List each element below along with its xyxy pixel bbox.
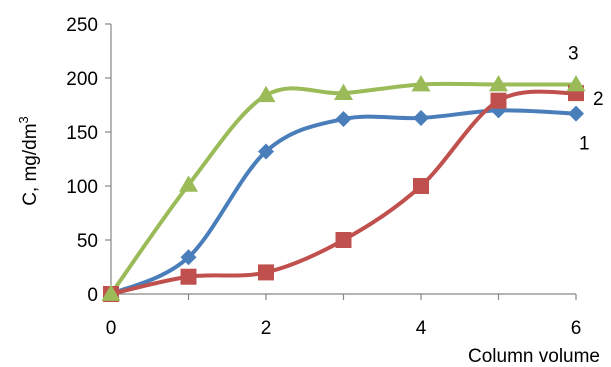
y-tick-label: 50 bbox=[77, 231, 98, 252]
series-2-marker bbox=[335, 232, 352, 248]
series-2-marker bbox=[258, 264, 274, 281]
series-3-marker bbox=[256, 85, 276, 103]
series-2-marker bbox=[490, 92, 507, 109]
series-3-marker bbox=[334, 83, 353, 100]
x-tick-label: 0 bbox=[106, 318, 117, 339]
series-label-2: 2 bbox=[593, 89, 604, 110]
x-tick-label: 4 bbox=[416, 318, 427, 339]
series-2-marker bbox=[180, 268, 197, 285]
series-1-marker bbox=[180, 249, 197, 266]
y-tick-label: 250 bbox=[66, 15, 98, 36]
series-3-marker bbox=[101, 284, 121, 301]
series-3-marker bbox=[566, 74, 586, 92]
x-axis-label: Column volume bbox=[468, 346, 600, 367]
series-line-1 bbox=[109, 108, 578, 296]
y-axis-label: C, mg/dm3 bbox=[16, 116, 41, 206]
series-1-marker bbox=[568, 105, 584, 122]
y-axis-label-text: C, mg/dm bbox=[20, 123, 41, 205]
y-tick-label: 200 bbox=[66, 69, 98, 90]
series-label-3: 3 bbox=[568, 43, 579, 64]
series-1-marker bbox=[258, 143, 274, 160]
series-markers bbox=[101, 74, 586, 302]
tick-group: 0 50 100 150 200 250 0 2 4 6 bbox=[66, 15, 581, 339]
series-labels: 1 2 3 bbox=[568, 43, 604, 154]
x-tick-label: 6 bbox=[571, 318, 582, 339]
series-2-marker bbox=[413, 178, 429, 194]
y-tick-label: 100 bbox=[66, 177, 98, 198]
y-tick-label: 150 bbox=[66, 123, 98, 144]
series-1-marker bbox=[335, 111, 352, 128]
series-3-marker bbox=[179, 175, 198, 192]
y-axis-label-superscript: 3 bbox=[16, 116, 31, 123]
series-label-1: 1 bbox=[579, 134, 590, 155]
series-1-marker bbox=[413, 109, 429, 126]
x-tick-label: 2 bbox=[261, 318, 272, 339]
series-3-marker bbox=[411, 74, 431, 92]
y-tick-label: 0 bbox=[87, 285, 98, 306]
series-3-marker bbox=[489, 74, 508, 92]
axes bbox=[110, 24, 576, 295]
